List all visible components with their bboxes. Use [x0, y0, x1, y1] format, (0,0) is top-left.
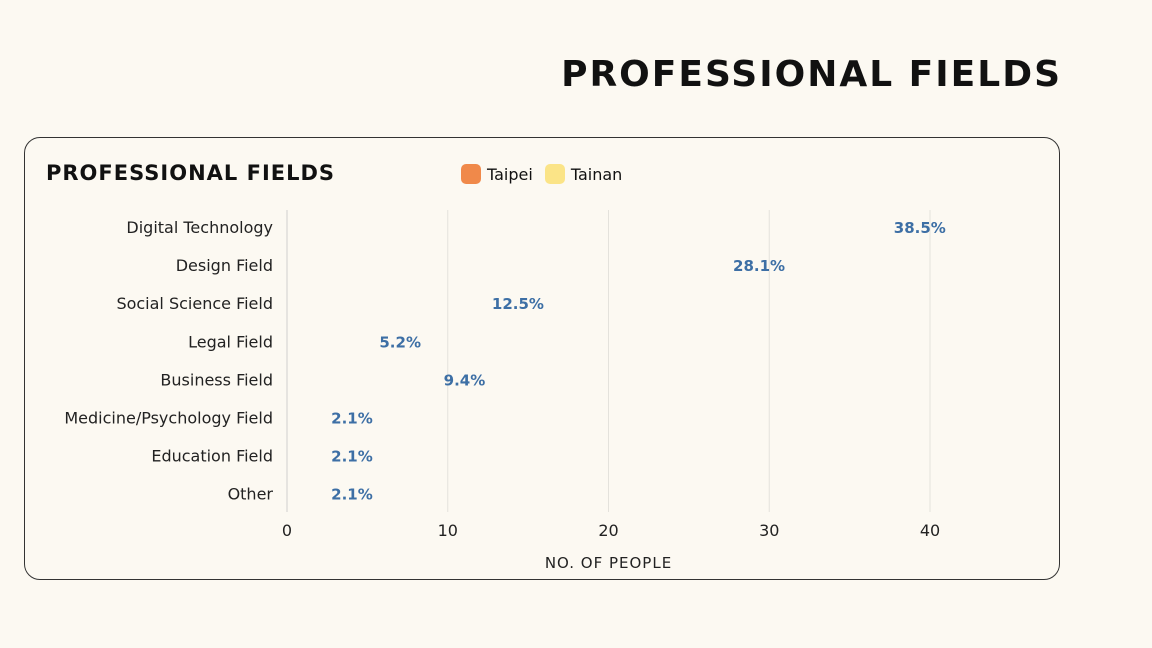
data-label: 9.4% [444, 371, 486, 389]
data-label: 38.5% [894, 219, 946, 237]
legend-label: Taipei [487, 164, 533, 184]
data-label: 12.5% [492, 295, 544, 313]
data-label: 5.2% [379, 333, 421, 351]
x-axis-label: NO. OF PEOPLE [545, 554, 672, 572]
category-label: Legal Field [188, 332, 273, 351]
legend-swatch-taipei [461, 164, 481, 184]
category-label: Social Science Field [116, 294, 273, 313]
data-label: 2.1% [331, 486, 373, 504]
legend-item-taipei[interactable]: Taipei [461, 164, 533, 184]
x-tick-label: 20 [598, 521, 618, 540]
category-label: Digital Technology [126, 218, 273, 237]
legend-label: Tainan [570, 164, 623, 184]
chart-title: PROFESSIONAL FIELDS [46, 161, 336, 185]
category-label: Business Field [160, 370, 273, 389]
legend-swatch-tainan [544, 164, 565, 184]
category-label: Medicine/Psychology Field [64, 409, 273, 428]
x-tick-label: 30 [759, 521, 779, 540]
x-tick-label: 0 [282, 521, 292, 540]
page-title: PROFESSIONAL FIELDS [561, 54, 1062, 95]
data-label: 28.1% [733, 257, 785, 275]
data-label: 2.1% [331, 410, 373, 428]
x-tick-label: 40 [920, 521, 940, 540]
category-label: Design Field [176, 256, 273, 275]
category-label: Other [228, 485, 274, 504]
category-label: Education Field [151, 447, 273, 466]
x-tick-label: 10 [438, 521, 458, 540]
legend-item-tainan[interactable]: Tainan [544, 164, 623, 184]
chart-card [24, 137, 1060, 580]
data-label: 2.1% [331, 448, 373, 466]
legend: Taipei Tainan [461, 164, 634, 184]
